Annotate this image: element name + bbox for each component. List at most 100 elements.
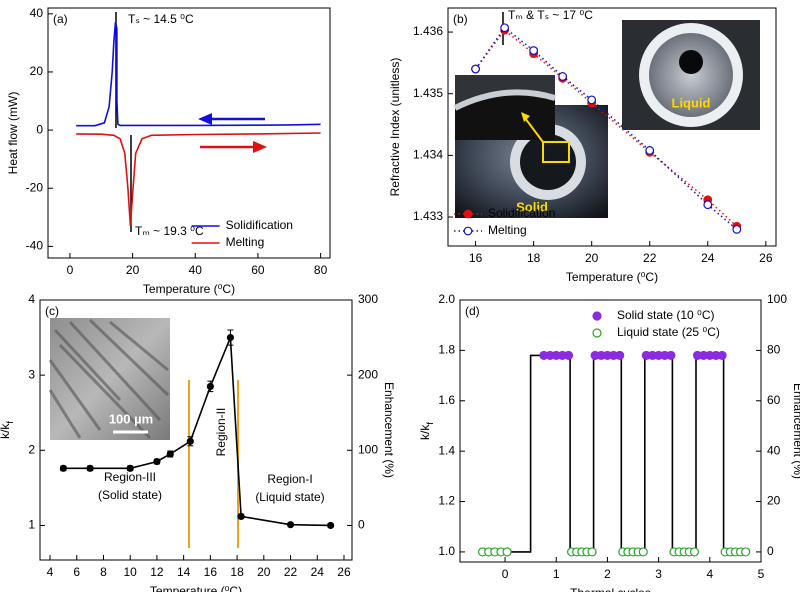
panel-label: (c) [45,304,59,318]
x-tick-label: 6 [73,565,80,579]
marker [186,437,194,445]
marker [471,64,480,74]
inset-photo-liquid [622,20,760,130]
x-tick-label: 80 [314,263,328,277]
x-tick-label: 24 [311,565,325,579]
legend-label: Solid state (10 ⁰C) [617,308,715,322]
marker [500,23,510,33]
inset-photo-zoom [453,75,556,143]
y-tick-label: 1.435 [413,86,443,100]
x-tick-label: 60 [251,263,265,277]
annotation: Region-I [267,472,312,486]
x-tick-label: 8 [100,565,107,579]
y-tick-label: 1.4 [438,443,455,457]
marker [703,200,713,210]
y-axis-label: k/kf [418,422,435,440]
x-tick-label: 1 [553,567,560,581]
x-tick-label: 2 [604,567,611,581]
plot-frame [47,7,331,259]
y-tick-label: 1 [28,518,35,532]
y-axis-label: k/kf [0,421,15,439]
legend-label: Melting [226,235,265,249]
x-tick-label: 3 [655,567,662,581]
annotation: (Solid state) [98,488,162,502]
legend-marker [463,209,473,219]
series-line [76,132,321,227]
y2-tick-label: 100 [767,292,787,306]
y2-tick-label: 60 [767,393,781,407]
y2-tick-label: 300 [358,292,378,306]
legend-label: Solidification [226,218,293,232]
plot-frame [459,299,762,563]
x-tick-label: 0 [502,567,509,581]
x-tick-label: 22 [284,565,298,579]
y-tick-label: 2.0 [438,292,455,306]
y2-tick-label: 80 [767,343,781,357]
panel-label: (d) [465,304,480,318]
legend-marker [592,311,602,321]
marker [732,224,742,234]
x-tick-label: 10 [124,565,138,579]
marker [666,350,676,361]
x-tick-label: 16 [469,251,483,265]
x-tick-label: 20 [257,565,271,579]
x-axis-label: Thermal cycles [570,586,651,592]
x-tick-label: 22 [643,251,657,265]
legend-marker [592,328,602,338]
marker [558,72,568,81]
y2-tick-label: 200 [358,367,378,381]
x-tick-label: 20 [126,263,140,277]
x-tick-label: 26 [759,251,773,265]
x-tick-label: 26 [337,565,351,579]
y-tick-label: 40 [30,6,44,20]
series-line [76,22,321,127]
inset-label: Solid [516,199,548,214]
y2-tick-label: 40 [767,443,781,457]
annotation: Tₘ ~ 19.3 ⁰C [135,224,204,238]
panel-label: (a) [53,12,68,26]
marker [286,521,295,529]
x-tick-label: 16 [204,565,218,579]
inset-label: 100 µm [109,411,153,426]
y2-axis-label: Enhancement (%) [791,383,800,479]
series-line [479,354,749,553]
y2-tick-label: 20 [767,494,781,508]
marker [206,382,214,391]
legend-label: Melting [488,223,527,237]
y-tick-label: 2 [28,442,35,456]
legend-label: Liquid state (25 ⁰C) [617,325,720,339]
plot-frame [447,7,777,247]
marker [153,457,161,466]
y-tick-label: 3 [28,367,35,381]
x-tick-label: 5 [758,567,765,581]
marker [237,512,245,521]
marker [638,547,648,557]
marker [86,464,94,472]
y-tick-label: 1.0 [438,544,455,558]
x-tick-label: 0 [67,263,74,277]
marker [741,547,751,557]
panel-label: (b) [453,12,468,26]
x-tick-label: 18 [230,565,244,579]
marker [327,521,335,530]
y-tick-label: 20 [30,64,44,78]
annotation: Tₘ & Tₛ ~ 17 ⁰C [508,8,593,22]
y-tick-label: 1.8 [438,343,455,357]
annotation: Region-II [214,408,228,457]
x-axis-label: Temperature (⁰C) [143,282,235,296]
x-tick-label: 4 [706,567,713,581]
y-tick-label: 1.6 [438,393,455,407]
y-tick-label: 1.434 [413,148,443,162]
x-tick-label: 40 [189,263,203,277]
marker [615,350,625,361]
marker [645,146,655,155]
annotation: Tₛ ~ 14.5 ⁰C [128,12,194,26]
annotation: Region-III [104,470,156,484]
y-tick-label: -20 [26,180,44,194]
x-tick-label: 4 [47,565,54,579]
arrows [115,12,504,548]
series-line [474,26,738,230]
marker [59,464,67,472]
y-tick-label: 1.433 [413,209,443,223]
